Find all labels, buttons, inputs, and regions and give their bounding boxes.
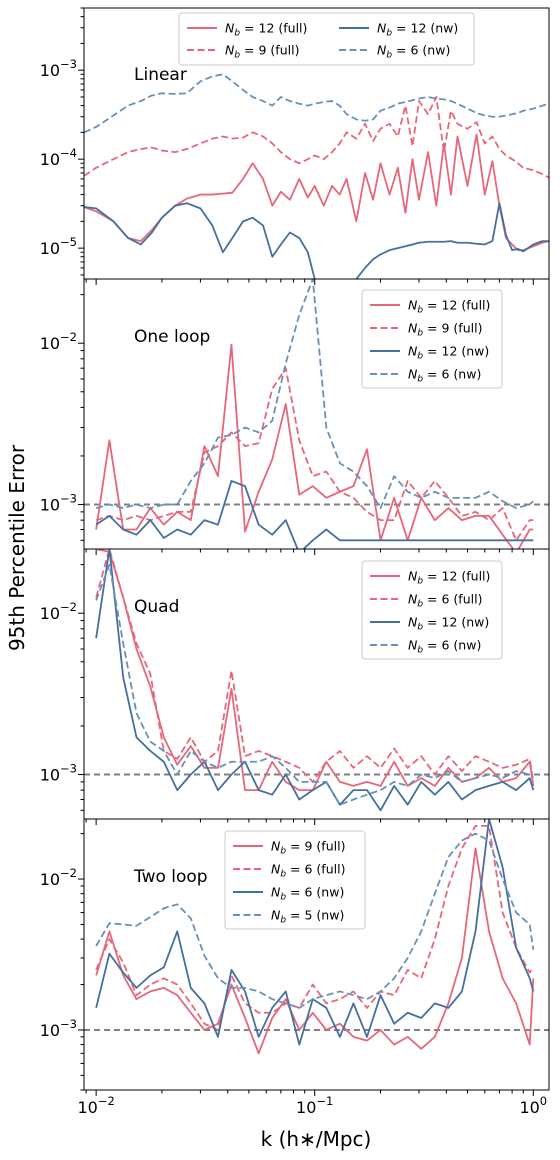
legend-entry: Nb = 6 (nw) xyxy=(271,885,344,903)
panel-4: 10−3 10−2 Two loop Nb = 9 (full) Nb = 6 (ful… xyxy=(40,818,550,1096)
legend-entry: Nb = 9 (full) xyxy=(408,321,482,339)
series-line-2 xyxy=(95,367,534,542)
legend-frame xyxy=(361,560,503,660)
x-tick-label: 10−1 xyxy=(296,1094,333,1117)
panel-label: Two loop xyxy=(133,867,208,887)
legend-entry: Nb = 6 (nw) xyxy=(408,638,481,656)
y-tick-label: 10−3 xyxy=(40,57,77,80)
series-line-3 xyxy=(95,549,535,812)
series-group xyxy=(95,819,535,1055)
series-line-1 xyxy=(84,133,549,252)
legend-entry: Nb = 12 (full) xyxy=(225,21,307,39)
legend-entry: Nb = 12 (full) xyxy=(408,298,490,316)
legend-frame xyxy=(178,12,475,66)
legend-entry: Nb = 9 (full) xyxy=(271,839,345,857)
panel-label: One loop xyxy=(134,327,210,347)
legend-entry: Nb = 12 (nw) xyxy=(377,21,458,39)
y-axis-label: 95th Percentile Error xyxy=(5,444,29,651)
series-line-3 xyxy=(84,202,549,279)
y-tick-label: 10−3 xyxy=(40,762,77,785)
legend-frame xyxy=(361,289,503,389)
legend: Nb = 9 (full) Nb = 6 (full) Nb = 6 (nw) Nb … xyxy=(224,830,366,930)
series-group xyxy=(95,279,534,549)
panel-2: 10−3 10−2 One loop Nb = 12 (full) Nb = 9 (fu… xyxy=(40,278,550,555)
series-line-4 xyxy=(95,279,534,510)
plot-frame xyxy=(83,818,550,1091)
legend: Nb = 12 (full) Nb = 6 (full) Nb = 12 (nw) N… xyxy=(361,560,503,660)
series-line-1 xyxy=(95,343,534,549)
legend-frame xyxy=(224,830,366,930)
y-tick-label: 10−2 xyxy=(40,330,77,353)
y-tick-label: 10−5 xyxy=(40,235,77,258)
legend-entry: Nb = 6 (full) xyxy=(408,592,482,610)
legend: Nb = 12 (full) Nb = 9 (full) Nb = 12 (nw) N… xyxy=(361,289,503,389)
panel-label: Quad xyxy=(134,597,179,617)
series-line-4 xyxy=(95,832,535,1009)
legend-entry: Nb = 5 (nw) xyxy=(271,908,344,926)
x-tick-label: 100 xyxy=(519,1094,547,1117)
x-axis-label: k (h∗/Mpc) xyxy=(261,1127,372,1151)
series-line-3 xyxy=(95,819,535,1046)
panel-label: Linear xyxy=(134,65,187,85)
series-line-1 xyxy=(95,847,535,1055)
legend-entry: Nb = 12 (nw) xyxy=(408,615,489,633)
series-group xyxy=(95,549,535,812)
series-line-2 xyxy=(95,825,535,1031)
y-tick-label: 10−3 xyxy=(40,492,77,515)
legend: Nb = 12 (full) Nb = 9 (full) Nb = 12 (nw) N… xyxy=(178,12,475,66)
series-line-4 xyxy=(84,73,549,134)
legend-entry: Nb = 6 (nw) xyxy=(377,43,450,61)
legend-entry: Nb = 12 (nw) xyxy=(408,344,489,362)
series-group xyxy=(84,73,549,279)
series-line-2 xyxy=(84,96,549,179)
legend-entry: Nb = 6 (full) xyxy=(271,862,345,880)
series-line-4 xyxy=(95,563,534,806)
legend-entry: Nb = 9 (full) xyxy=(225,43,299,61)
series-line-3 xyxy=(95,480,534,549)
panels: 10−5 10−4 10−3 Linear Nb = 12 (full) Nb = 9 (… xyxy=(40,7,550,1117)
y-tick-label: 10−2 xyxy=(40,866,77,889)
series-line-2 xyxy=(95,549,535,783)
x-tick-label: 10−2 xyxy=(77,1094,114,1117)
panel-1: 10−5 10−4 10−3 Linear Nb = 12 (full) Nb = 9 (… xyxy=(40,7,550,285)
y-tick-label: 10−2 xyxy=(40,600,77,623)
legend-entry: Nb = 12 (full) xyxy=(408,569,490,587)
y-tick-label: 10−4 xyxy=(40,146,77,169)
y-tick-label: 10−3 xyxy=(40,1017,77,1040)
legend-entry: Nb = 6 (nw) xyxy=(408,367,481,385)
